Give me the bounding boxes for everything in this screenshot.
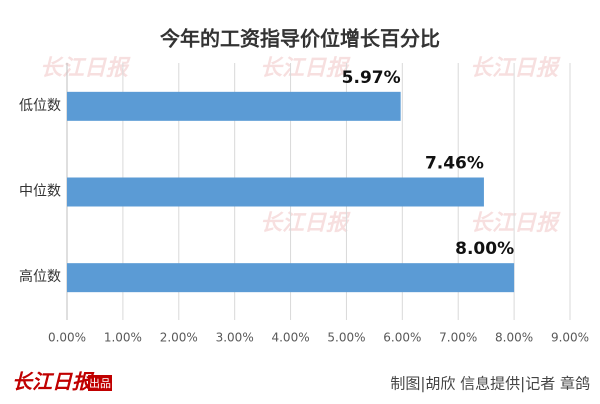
value-label: 5.97%	[342, 68, 401, 88]
y-tick-label: 高位数	[19, 268, 61, 285]
x-tick-label: 4.00%	[271, 331, 309, 345]
x-tick-label: 8.00%	[495, 331, 533, 345]
x-tick-label: 5.00%	[327, 331, 365, 345]
x-tick-label: 9.00%	[551, 331, 589, 345]
x-tick-label: 2.00%	[160, 331, 198, 345]
y-tick-label: 中位数	[19, 184, 61, 200]
watermark: 长江日报	[470, 55, 561, 80]
x-tick-label: 3.00%	[216, 331, 254, 345]
bar	[67, 177, 484, 207]
brand-name: 长江日报	[12, 371, 95, 394]
brand-tag-bg	[88, 375, 112, 391]
x-tick-label: 1.00%	[104, 331, 142, 345]
watermark: 长江日报	[260, 210, 351, 235]
value-label: 8.00%	[455, 239, 514, 259]
y-tick-label: 低位数	[19, 98, 61, 114]
chart-title: 今年的工资指导价位增长百分比	[160, 27, 440, 51]
value-label: 7.46%	[425, 154, 484, 174]
brand-tag: 出品	[89, 376, 111, 390]
credit: 制图|胡欣 信息提供|记者 章鸽	[390, 375, 590, 393]
watermark: 长江日报	[470, 210, 561, 235]
watermarks: 长江日报 长江日报 长江日报 长江日报 长江日报	[40, 55, 561, 235]
x-tick-label: 6.00%	[383, 331, 421, 345]
watermark: 长江日报	[40, 55, 131, 80]
x-tick-label: 7.00%	[439, 331, 477, 345]
bar	[67, 91, 401, 121]
bar	[67, 263, 515, 293]
watermark: 长江日报	[260, 55, 351, 80]
x-tick-label: 0.00%	[48, 331, 86, 345]
